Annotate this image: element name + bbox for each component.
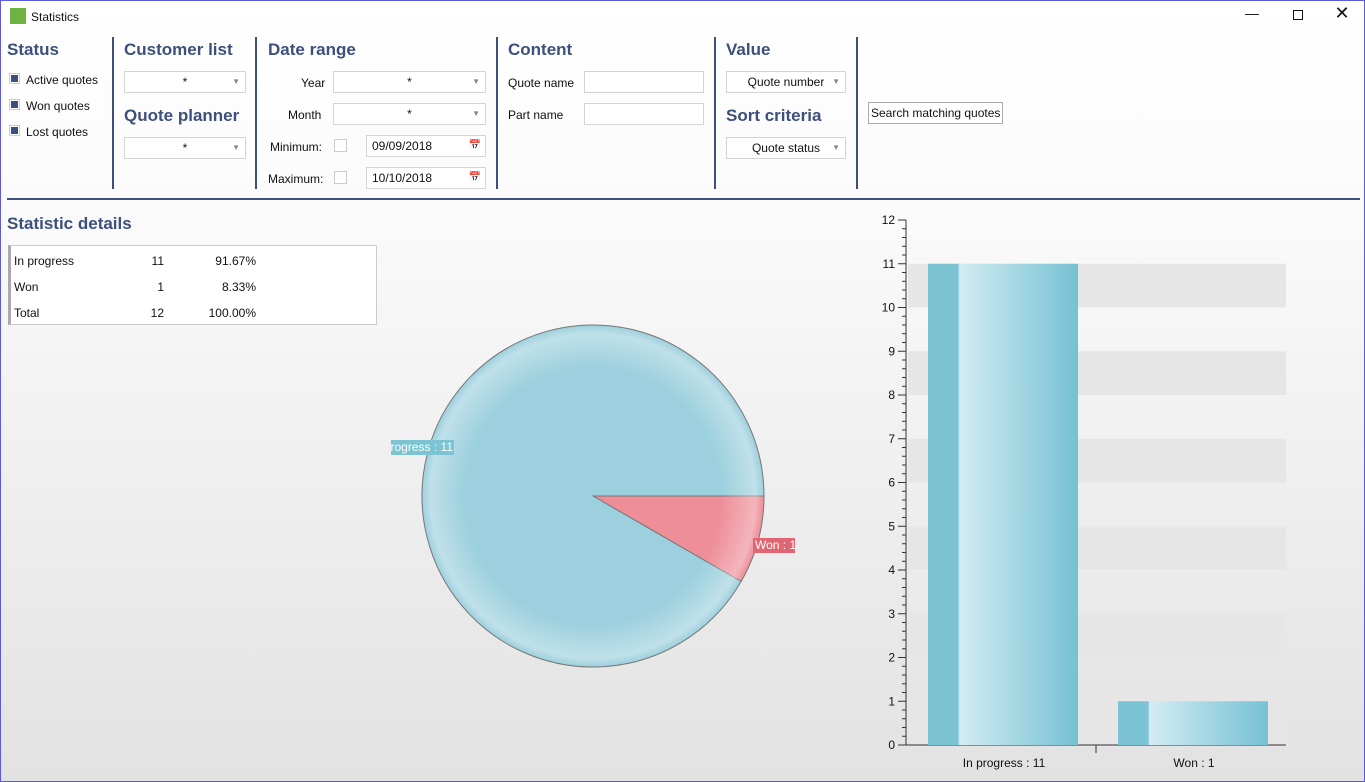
close-button[interactable]: ✕	[1334, 3, 1350, 23]
pie-label-text: In progress : 11	[381, 440, 453, 454]
year-label: Year	[301, 76, 326, 90]
chevron-down-icon: ▼	[832, 143, 840, 152]
y-tick-label: 6	[888, 476, 895, 490]
pie-label-box	[753, 538, 795, 553]
date-range-heading: Date range	[268, 40, 356, 59]
quote-name-input[interactable]	[584, 71, 704, 93]
calendar-icon[interactable]: 📅	[468, 140, 481, 151]
quote-planner-heading: Quote planner	[124, 106, 240, 125]
active-quotes-checkbox[interactable]	[9, 73, 20, 84]
pie-label-box	[391, 440, 454, 455]
statistic-details-table: In progress 11 91.67% Won 1 8.33% Total 12 100…	[8, 245, 377, 325]
pie-label-text: Won : 1	[755, 538, 796, 552]
customer-list-dropdown[interactable]: * ▼	[124, 71, 246, 93]
y-tick-label: 9	[888, 344, 895, 358]
divider	[255, 37, 257, 189]
search-matching-quotes-button[interactable]: Search matching quotes	[868, 102, 1004, 124]
status-heading: Status	[7, 40, 59, 59]
maximum-checkbox[interactable]	[334, 171, 347, 184]
active-quotes-label: Active quotes	[26, 73, 99, 87]
y-tick-label: 10	[882, 301, 896, 315]
pie-highlight	[422, 325, 764, 667]
chevron-down-icon: ▼	[472, 77, 480, 86]
x-tick-label: In progress : 11	[963, 756, 1046, 770]
minimum-date-picker[interactable]: 09/09/2018 📅	[366, 135, 486, 157]
maximum-date-picker[interactable]: 10/10/2018 📅	[366, 167, 486, 189]
part-name-input[interactable]	[584, 103, 704, 125]
chevron-down-icon: ▼	[232, 77, 240, 86]
divider	[112, 37, 114, 189]
x-tick-label: Won : 1	[1173, 756, 1214, 770]
won-quotes-checkbox[interactable]	[9, 99, 20, 110]
minimize-button[interactable]: —	[1245, 5, 1259, 21]
window-title: Statistics	[31, 10, 80, 24]
customer-list-heading: Customer list	[124, 40, 233, 59]
quote-name-label: Quote name	[508, 76, 575, 90]
divider	[496, 37, 498, 189]
month-dropdown[interactable]: * ▼	[333, 103, 486, 125]
value-dropdown[interactable]: Quote number ▼	[726, 71, 846, 93]
chevron-down-icon: ▼	[832, 77, 840, 86]
minimum-label: Minimum:	[270, 140, 323, 154]
content-heading: Content	[508, 40, 573, 59]
y-tick-label: 11	[883, 257, 896, 271]
lost-quotes-label: Lost quotes	[26, 125, 89, 139]
y-tick-label: 4	[888, 563, 895, 577]
chevron-down-icon: ▼	[232, 143, 240, 152]
y-tick-label: 12	[882, 213, 896, 227]
sort-criteria-dropdown[interactable]: Quote status ▼	[726, 137, 846, 159]
y-tick-label: 3	[888, 607, 895, 621]
value-heading: Value	[726, 40, 771, 59]
month-label: Month	[288, 108, 322, 122]
chevron-down-icon: ▼	[472, 109, 480, 118]
maximize-button[interactable]	[1283, 5, 1313, 27]
pie-label: In progress : 11	[381, 440, 454, 455]
divider	[856, 37, 858, 189]
app-logo	[10, 8, 26, 24]
pie-chart: In progress : 11 Won : 1	[381, 324, 796, 668]
y-tick-label: 1	[888, 694, 895, 708]
y-tick-label: 7	[888, 432, 895, 446]
maximum-label: Maximum:	[268, 172, 324, 186]
y-tick-label: 0	[888, 738, 895, 752]
pie-label: Won : 1	[753, 538, 796, 553]
part-name-label: Part name	[508, 108, 564, 122]
calendar-icon[interactable]: 📅	[468, 172, 481, 183]
bar	[928, 263, 1078, 745]
bar	[1118, 701, 1268, 745]
y-tick-label: 8	[888, 388, 895, 402]
year-dropdown[interactable]: * ▼	[333, 71, 486, 93]
statistic-details-heading: Statistic details	[7, 214, 132, 233]
y-tick-label: 5	[888, 519, 895, 533]
sort-criteria-heading: Sort criteria	[726, 106, 822, 125]
divider	[714, 37, 716, 189]
lost-quotes-checkbox[interactable]	[9, 125, 20, 136]
quote-planner-dropdown[interactable]: * ▼	[124, 137, 246, 159]
minimum-checkbox[interactable]	[334, 139, 347, 152]
won-quotes-label: Won quotes	[26, 99, 90, 113]
header-divider	[7, 198, 1360, 200]
y-tick-label: 2	[888, 651, 895, 665]
